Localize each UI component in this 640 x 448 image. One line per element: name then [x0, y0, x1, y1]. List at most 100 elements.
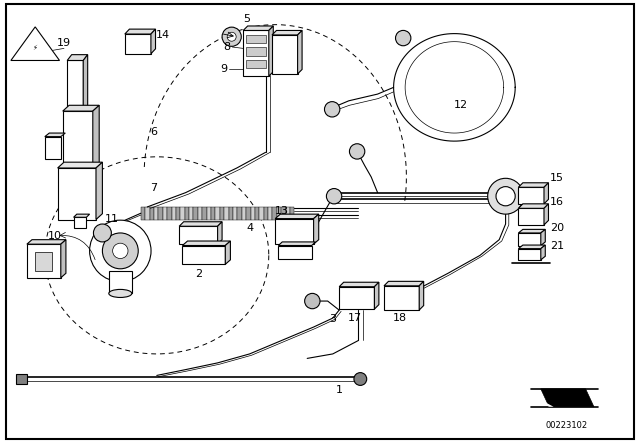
Polygon shape [269, 26, 273, 76]
Circle shape [354, 373, 367, 385]
Circle shape [93, 224, 111, 242]
Polygon shape [224, 207, 228, 220]
Polygon shape [544, 204, 548, 225]
Polygon shape [67, 55, 88, 60]
Polygon shape [544, 183, 548, 204]
Polygon shape [67, 60, 83, 114]
Polygon shape [259, 207, 264, 220]
Text: 4: 4 [246, 224, 253, 233]
Polygon shape [45, 133, 65, 137]
Text: 2: 2 [195, 269, 202, 279]
Polygon shape [339, 287, 374, 309]
Polygon shape [246, 207, 250, 220]
Text: 14: 14 [156, 30, 170, 40]
Polygon shape [290, 207, 294, 220]
Polygon shape [216, 207, 220, 220]
Polygon shape [180, 207, 185, 220]
Polygon shape [285, 207, 290, 220]
Circle shape [305, 293, 320, 309]
Polygon shape [255, 207, 259, 220]
Polygon shape [218, 222, 222, 244]
Polygon shape [182, 246, 225, 264]
Polygon shape [228, 207, 233, 220]
Polygon shape [61, 240, 66, 278]
Polygon shape [268, 207, 273, 220]
Polygon shape [74, 214, 90, 217]
Circle shape [488, 178, 524, 214]
Ellipse shape [109, 289, 132, 297]
Circle shape [324, 102, 340, 117]
Circle shape [222, 27, 241, 46]
Polygon shape [179, 222, 222, 226]
Polygon shape [518, 233, 541, 246]
Polygon shape [339, 282, 379, 287]
Polygon shape [518, 204, 548, 208]
Polygon shape [518, 187, 544, 204]
Circle shape [227, 32, 236, 41]
Polygon shape [93, 105, 99, 170]
Text: 21: 21 [550, 241, 564, 250]
Polygon shape [243, 26, 273, 30]
Polygon shape [277, 207, 281, 220]
Polygon shape [96, 162, 102, 220]
Polygon shape [211, 207, 216, 220]
Polygon shape [541, 389, 594, 407]
Circle shape [396, 30, 411, 46]
Polygon shape [163, 207, 167, 220]
Text: 11: 11 [105, 214, 119, 224]
Polygon shape [541, 229, 545, 246]
Text: 17: 17 [348, 313, 362, 323]
Polygon shape [272, 35, 298, 74]
Polygon shape [207, 207, 211, 220]
Polygon shape [202, 207, 207, 220]
Polygon shape [150, 207, 154, 220]
Polygon shape [176, 207, 180, 220]
Polygon shape [125, 29, 156, 34]
Polygon shape [172, 207, 176, 220]
Text: ⚡: ⚡ [33, 45, 38, 51]
Polygon shape [278, 242, 316, 246]
Polygon shape [45, 137, 61, 159]
Polygon shape [246, 60, 266, 68]
Polygon shape [63, 111, 93, 170]
Polygon shape [281, 207, 285, 220]
Polygon shape [384, 281, 424, 286]
Polygon shape [179, 226, 218, 244]
Circle shape [349, 144, 365, 159]
Polygon shape [233, 207, 237, 220]
Polygon shape [27, 244, 61, 278]
Text: 6: 6 [150, 127, 157, 137]
Polygon shape [225, 241, 230, 264]
Text: 16: 16 [550, 197, 564, 207]
Polygon shape [27, 240, 66, 244]
Text: 18: 18 [393, 313, 407, 323]
Polygon shape [242, 207, 246, 220]
Polygon shape [518, 229, 545, 233]
Circle shape [90, 220, 151, 282]
Polygon shape [16, 374, 27, 384]
Polygon shape [272, 30, 302, 35]
Polygon shape [154, 207, 158, 220]
Polygon shape [518, 208, 544, 225]
Polygon shape [298, 30, 302, 74]
Polygon shape [237, 207, 242, 220]
Polygon shape [273, 207, 277, 220]
Text: 20: 20 [550, 224, 564, 233]
Polygon shape [193, 207, 198, 220]
Polygon shape [275, 214, 319, 219]
Text: 1: 1 [336, 385, 342, 395]
Text: 15: 15 [550, 173, 564, 183]
Polygon shape [518, 245, 545, 249]
Polygon shape [246, 47, 266, 56]
Circle shape [102, 233, 138, 269]
Polygon shape [419, 281, 424, 310]
Polygon shape [278, 246, 312, 259]
Polygon shape [243, 30, 269, 76]
Text: 8: 8 [223, 42, 230, 52]
Polygon shape [246, 35, 266, 43]
Polygon shape [74, 217, 86, 228]
Circle shape [496, 187, 515, 206]
Polygon shape [220, 207, 224, 220]
Circle shape [113, 243, 128, 258]
Polygon shape [189, 207, 193, 220]
